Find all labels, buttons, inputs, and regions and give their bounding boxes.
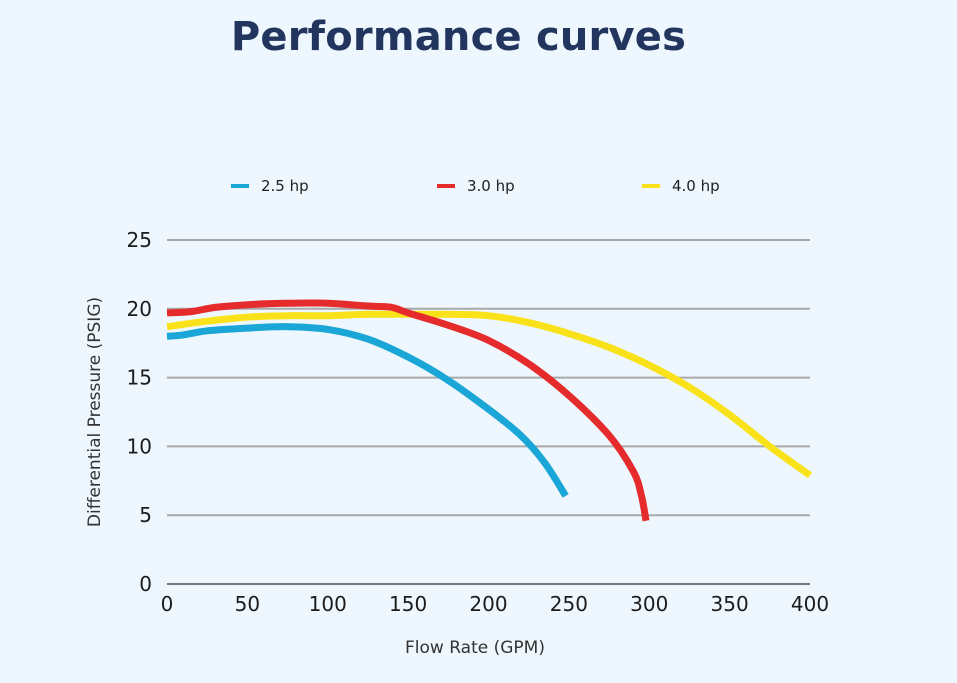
series-lines — [166, 299, 813, 522]
y-tick-label: 15 — [127, 366, 152, 390]
chart-title: Performance curves — [230, 14, 687, 60]
x-tick-label: 100 — [309, 592, 347, 616]
x-tick-label: 350 — [711, 592, 749, 616]
x-tick-label: 250 — [550, 592, 588, 616]
series-line-2-5-hp — [166, 323, 569, 498]
y-tick-label: 20 — [127, 297, 152, 321]
x-tick-label: 50 — [235, 592, 260, 616]
x-tick-label: 0 — [161, 592, 174, 616]
gridlines — [167, 239, 810, 585]
y-axis-label: Differential Pressure (PSIG) — [85, 297, 105, 527]
y-tick-label: 0 — [139, 572, 152, 596]
legend-label: 4.0 hp — [672, 177, 720, 195]
legend: 2.5 hp 3.0 hp 4.0 hp — [231, 177, 720, 195]
y-tick-labels: 0 5 10 15 20 25 — [127, 228, 152, 596]
y-tick-label: 25 — [127, 228, 152, 252]
legend-label: 2.5 hp — [261, 177, 309, 195]
series-line-3-0-hp — [166, 299, 650, 522]
x-tick-labels: 0 50 100 150 200 250 300 350 400 — [161, 592, 829, 616]
y-tick-label: 10 — [127, 434, 152, 458]
x-tick-label: 200 — [469, 592, 507, 616]
legend-item: 2.5 hp — [231, 177, 309, 195]
x-tick-label: 300 — [630, 592, 668, 616]
legend-item: 4.0 hp — [642, 177, 720, 195]
legend-label: 3.0 hp — [467, 177, 515, 195]
y-tick-label: 5 — [139, 503, 152, 527]
legend-item: 3.0 hp — [437, 177, 515, 195]
series-line-4-0-hp — [166, 310, 813, 479]
x-axis-label: Flow Rate (GPM) — [405, 638, 545, 658]
x-tick-label: 400 — [791, 592, 829, 616]
x-tick-label: 150 — [389, 592, 427, 616]
